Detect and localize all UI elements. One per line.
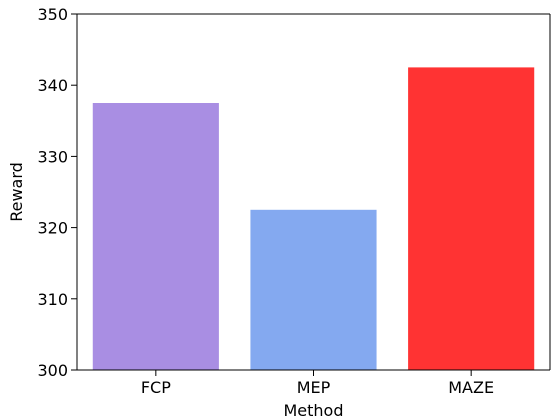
y-tick-label: 300 [37,361,68,380]
y-tick-label: 340 [37,76,68,95]
y-axis-title: Reward [7,162,26,222]
x-tick-label-fcp: FCP [141,378,171,397]
x-axis-title: Method [283,401,343,420]
x-ticks-group: FCP MEP MAZE [141,370,494,397]
x-tick-label-maze: MAZE [448,378,494,397]
y-ticks-group: 300 310 320 330 340 350 [37,5,77,380]
bar-mep [250,209,377,370]
bars-group [92,67,535,371]
x-tick-label-mep: MEP [297,378,331,397]
y-tick-label: 320 [37,219,68,238]
y-tick-label: 350 [37,5,68,24]
bar-maze [408,67,535,371]
y-tick-label: 310 [37,290,68,309]
bar-fcp [92,103,219,370]
y-tick-label: 330 [37,147,68,166]
